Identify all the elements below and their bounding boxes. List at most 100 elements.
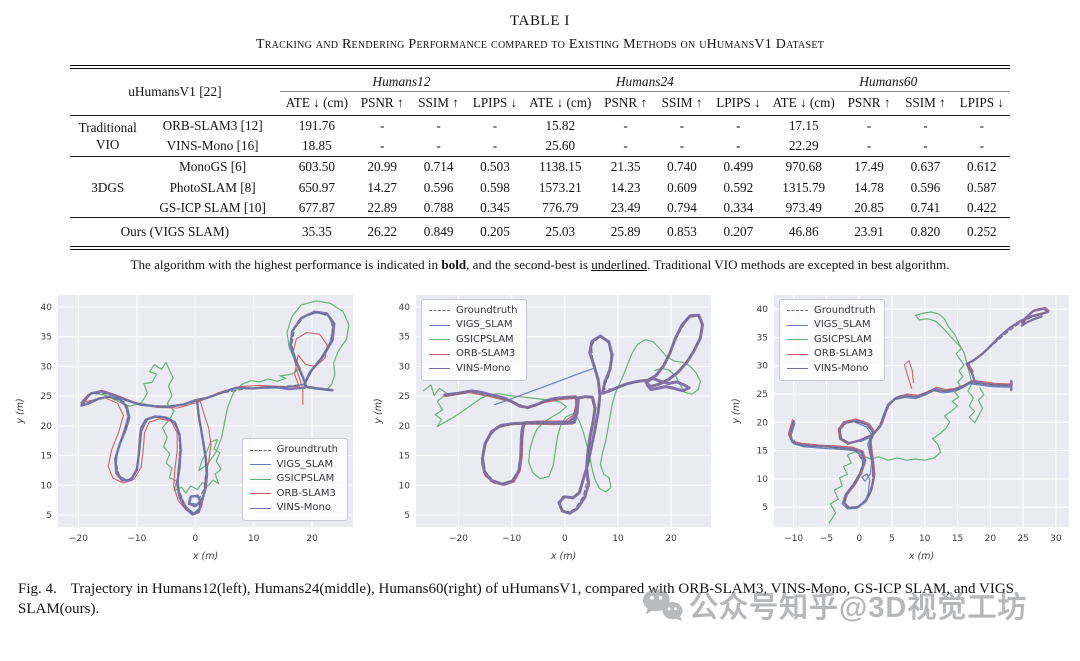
legend-swatch xyxy=(249,478,271,480)
metric-header: LPIPS ↓ xyxy=(466,91,524,116)
method-group-label: 3DGS xyxy=(91,179,125,195)
plot-legend: Groundtruth VIGS_SLAM GSICPSLAM ORB-SLAM3 VI… xyxy=(421,298,528,382)
method-group-label: Traditional VIO xyxy=(78,119,137,152)
metric-value: 0.740 xyxy=(667,159,697,175)
svg-text:25: 25 xyxy=(757,390,768,400)
svg-text:y (m): y (m) xyxy=(15,398,26,424)
legend-swatch xyxy=(787,368,808,370)
metric-value: 0.587 xyxy=(966,179,997,195)
figure-row: −20 −10 0 10 20 5 10 15 20 25 30 35 40 x (m) y (m) Grou… xyxy=(10,287,1074,567)
metric-value: 0.205 xyxy=(480,224,510,240)
footnote-segment: . Traditional VIO methods are excepted i… xyxy=(647,256,950,272)
svg-text:25: 25 xyxy=(1017,534,1028,544)
metric-value: 776.79 xyxy=(542,199,579,215)
svg-text:40: 40 xyxy=(757,305,769,315)
metric-header: LPIPS ↓ xyxy=(710,91,767,116)
legend-entry: GSICPSLAM xyxy=(429,333,517,348)
metric-value: 18.85 xyxy=(302,138,332,154)
legend-entry: VIGS_SLAM xyxy=(249,458,338,473)
metric-value: 14.23 xyxy=(610,179,641,195)
svg-text:20: 20 xyxy=(41,421,53,431)
metric-header: PSNR ↑ xyxy=(353,91,411,116)
table-number: TABLE I xyxy=(509,13,571,29)
metric-value: 0.598 xyxy=(480,179,510,195)
method-name: VINS-Mono [16] xyxy=(166,138,259,154)
metric-value: 650.97 xyxy=(298,179,335,195)
footnote-segment: bold xyxy=(441,256,467,272)
legend-swatch xyxy=(787,353,808,355)
legend-swatch xyxy=(787,339,808,341)
metric-header: LPIPS ↓ xyxy=(953,91,1010,116)
metric-value: 0.609 xyxy=(667,179,697,195)
table-row: Ours (VIGS SLAM) 35.35 26.22 0.849 0.205 25.0… xyxy=(70,218,1010,248)
legend-swatch xyxy=(429,353,450,355)
svg-text:15: 15 xyxy=(399,451,410,461)
trajectory-groundtruth xyxy=(444,390,596,513)
metric-value: 17.49 xyxy=(854,159,884,175)
sequence-group-header: Humans12 xyxy=(279,67,524,93)
metric-value: 0.612 xyxy=(966,159,997,175)
metric-value: 0.853 xyxy=(667,224,697,240)
metric-value: 1138.15 xyxy=(539,159,582,175)
legend-entry: GSICPSLAM xyxy=(249,472,338,487)
metric-value: 0.820 xyxy=(910,224,941,240)
metric-value: - xyxy=(866,138,872,154)
legend-swatch xyxy=(429,368,450,370)
metric-value: - xyxy=(979,138,984,154)
legend-entry: VINS-Mono xyxy=(249,501,338,516)
legend-label: Groundtruth xyxy=(276,444,338,456)
legend-swatch xyxy=(429,310,450,312)
svg-text:10: 10 xyxy=(399,481,411,491)
svg-text:15: 15 xyxy=(952,534,963,544)
svg-text:20: 20 xyxy=(665,534,677,544)
metric-value: - xyxy=(436,118,441,134)
metric-value: 0.794 xyxy=(667,199,697,215)
svg-text:40: 40 xyxy=(399,302,411,312)
trajectory-vigs_slam xyxy=(790,421,873,510)
metric-value: 0.422 xyxy=(966,199,997,215)
legend-swatch xyxy=(249,449,271,451)
metric-value: 15.82 xyxy=(545,118,576,134)
footnote-segment: , and the second-best is xyxy=(466,256,592,272)
svg-text:x (m): x (m) xyxy=(550,551,576,562)
metric-value: 0.788 xyxy=(423,199,454,215)
metric-header: SSIM ↑ xyxy=(897,91,954,116)
legend-entry: GSICPSLAM xyxy=(787,333,875,348)
legend-entry: ORB-SLAM3 xyxy=(787,347,875,362)
legend-entry: VINS-Mono xyxy=(429,362,517,377)
figure-caption: Fig. 4. Trajectory in Humans12(left), Hum… xyxy=(18,579,1062,620)
svg-text:35: 35 xyxy=(757,333,768,343)
legend-entry: Groundtruth xyxy=(787,304,875,319)
metric-value: 25.60 xyxy=(545,138,576,154)
svg-text:30: 30 xyxy=(757,361,769,371)
metric-value: 46.86 xyxy=(788,224,819,240)
svg-text:30: 30 xyxy=(41,362,53,372)
legend-entry: ORB-SLAM3 xyxy=(249,487,338,502)
svg-text:20: 20 xyxy=(985,534,997,544)
metric-value: 26.22 xyxy=(367,224,398,240)
svg-text:5: 5 xyxy=(889,534,895,544)
trajectory-plot-humans60: −10 −5 0 5 10 15 20 25 30 5 10 15 20 25 30 35 40 x (m) y (… xyxy=(726,287,1078,567)
metric-value: - xyxy=(379,118,385,134)
metric-value: - xyxy=(923,138,928,154)
metric-header: SSIM ↑ xyxy=(653,91,711,116)
svg-text:25: 25 xyxy=(41,392,52,402)
plot-legend: Groundtruth VIGS_SLAM GSICPSLAM ORB-SLAM3 VI… xyxy=(779,298,886,382)
metric-value: - xyxy=(379,138,385,154)
metric-value: - xyxy=(679,138,685,154)
legend-label: GSICPSLAM xyxy=(276,473,335,485)
table-footnote: The algorithm with the highest performan… xyxy=(18,257,1062,273)
metric-value: 0.207 xyxy=(723,224,754,240)
metric-header: SSIM ↑ xyxy=(410,91,467,116)
metric-value: - xyxy=(923,118,928,134)
sequence-group-header: Humans24 xyxy=(523,67,767,93)
table-row: 3DGS MonoGS [6] 603.50 20.99 0.714 0.503 1138.… xyxy=(70,156,1010,194)
metric-value: 0.741 xyxy=(910,199,941,215)
legend-entry: VIGS_SLAM xyxy=(429,318,517,333)
legend-swatch xyxy=(249,464,271,466)
metric-value: 0.499 xyxy=(723,159,754,175)
svg-text:10: 10 xyxy=(248,534,260,544)
legend-label: ORB-SLAM3 xyxy=(456,348,516,360)
metric-value: - xyxy=(679,118,685,134)
